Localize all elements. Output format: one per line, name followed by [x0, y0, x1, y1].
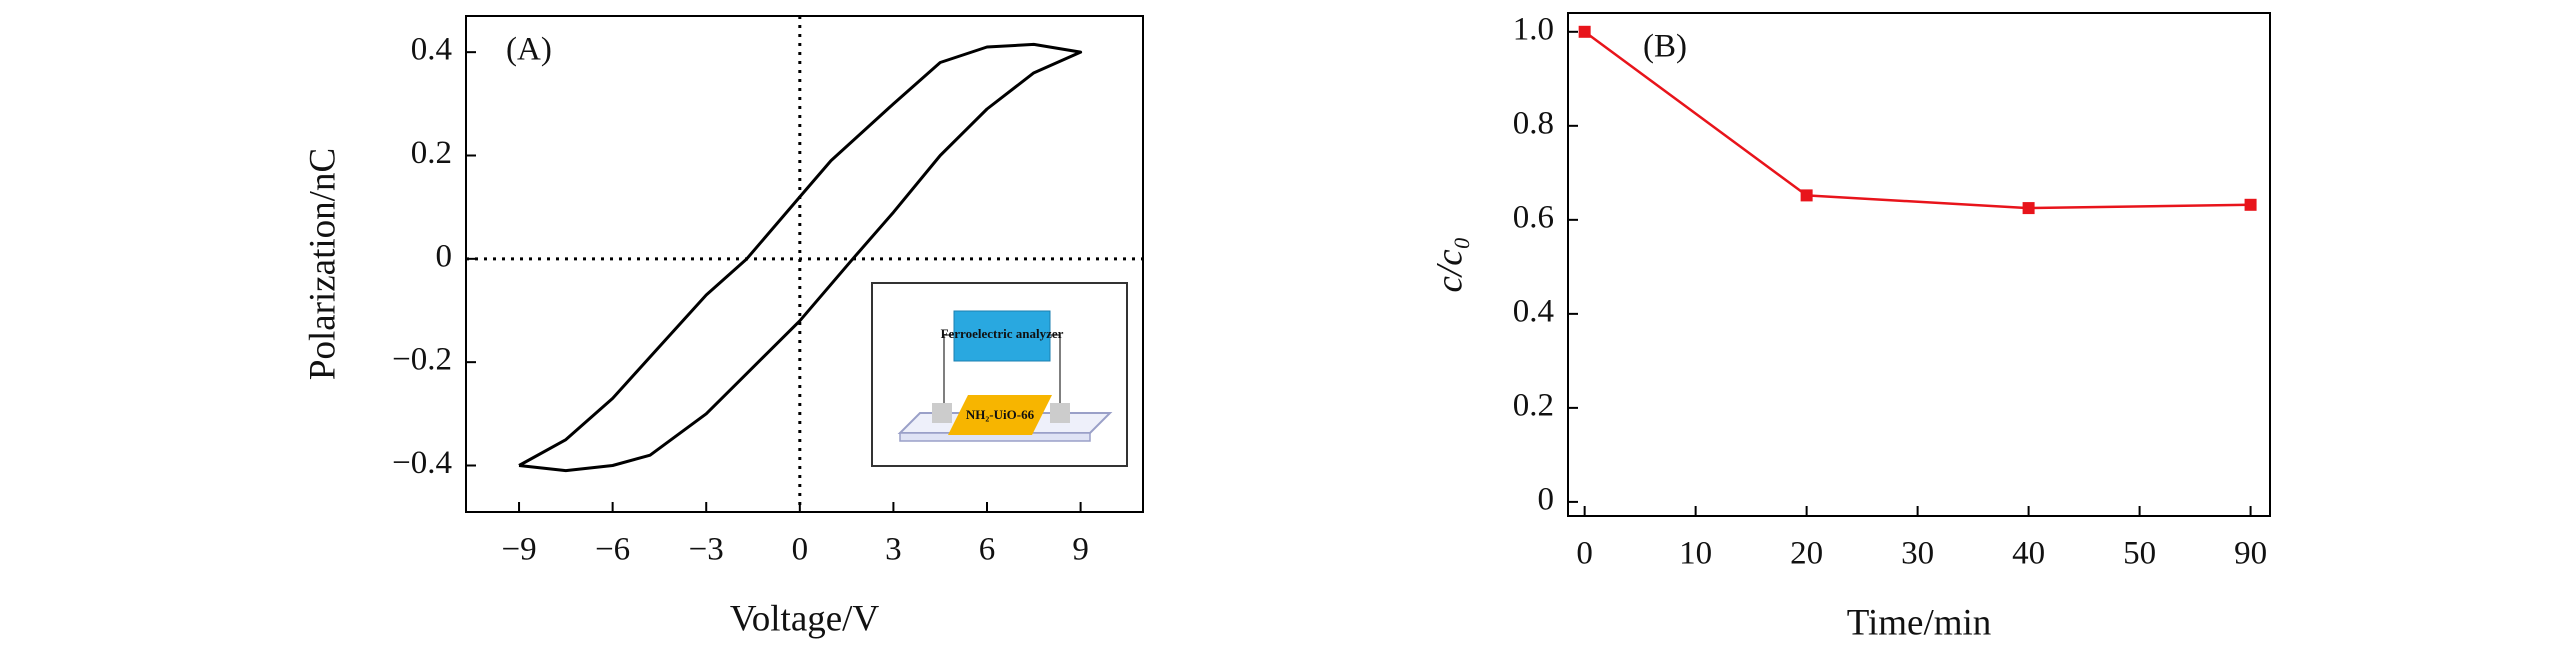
x-tick-label: −6 [595, 532, 630, 568]
x-axis-title: Time/min [1847, 602, 1992, 643]
y-tick-label: 0.6 [1513, 199, 1554, 235]
y-tick-label: −0.2 [392, 342, 452, 378]
sample-label: NH₂-UiO-66 [966, 407, 1035, 422]
data-line [1583, 30, 2251, 210]
x-tick-label: 0 [792, 532, 809, 568]
y-tick-label: 0 [1538, 481, 1555, 517]
x-tick-label: 10 [1679, 536, 1712, 572]
x-tick-label: 9 [1072, 532, 1089, 568]
x-tick-label: 30 [1901, 536, 1934, 572]
panel-label: (B) [1643, 29, 1687, 65]
wire [1050, 334, 1061, 411]
analyzer-box [953, 310, 1051, 362]
panel-label: (A) [506, 32, 552, 68]
y-tick-label: 0.4 [1513, 293, 1554, 329]
y-tick-label: 0 [436, 238, 453, 274]
data-point [1578, 25, 1591, 38]
plot-frame [465, 15, 1144, 513]
x-tick-label: 6 [979, 532, 996, 568]
electrode [932, 403, 952, 423]
electrode [1050, 403, 1070, 423]
plot-frame [1567, 12, 2271, 517]
y-tick-label: 0.4 [411, 32, 452, 68]
wire [943, 334, 954, 411]
x-tick-label: 3 [885, 532, 902, 568]
x-tick-label: 0 [1576, 536, 1593, 572]
y-tick-label: 1.0 [1513, 11, 1554, 47]
data-point [2022, 202, 2035, 215]
y-axis-title: Polarization/nC [302, 148, 343, 380]
x-tick-label: 50 [2123, 536, 2156, 572]
data-line [518, 42, 1083, 473]
inset: Ferroelectric analyzer NH₂-UiO-66 [871, 282, 1128, 467]
y-tick-label: 0.2 [1513, 387, 1554, 423]
x-tick-label: 90 [2234, 536, 2267, 572]
y-axis-title: c/c₀ [1429, 237, 1470, 293]
y-tick-label: 0.2 [411, 135, 452, 171]
data-point [2244, 198, 2257, 211]
sample [948, 395, 1052, 435]
x-tick-label: −3 [689, 532, 724, 568]
analyzer-label: Ferroelectric analyzer [941, 326, 1064, 341]
x-tick-label: −9 [501, 532, 536, 568]
y-tick-label: 0.8 [1513, 105, 1554, 141]
x-tick-label: 20 [1790, 536, 1823, 572]
x-axis-title: Voltage/V [730, 598, 880, 639]
x-tick-label: 40 [2012, 536, 2045, 572]
data-point [1800, 189, 1813, 202]
y-tick-label: −0.4 [392, 445, 452, 481]
